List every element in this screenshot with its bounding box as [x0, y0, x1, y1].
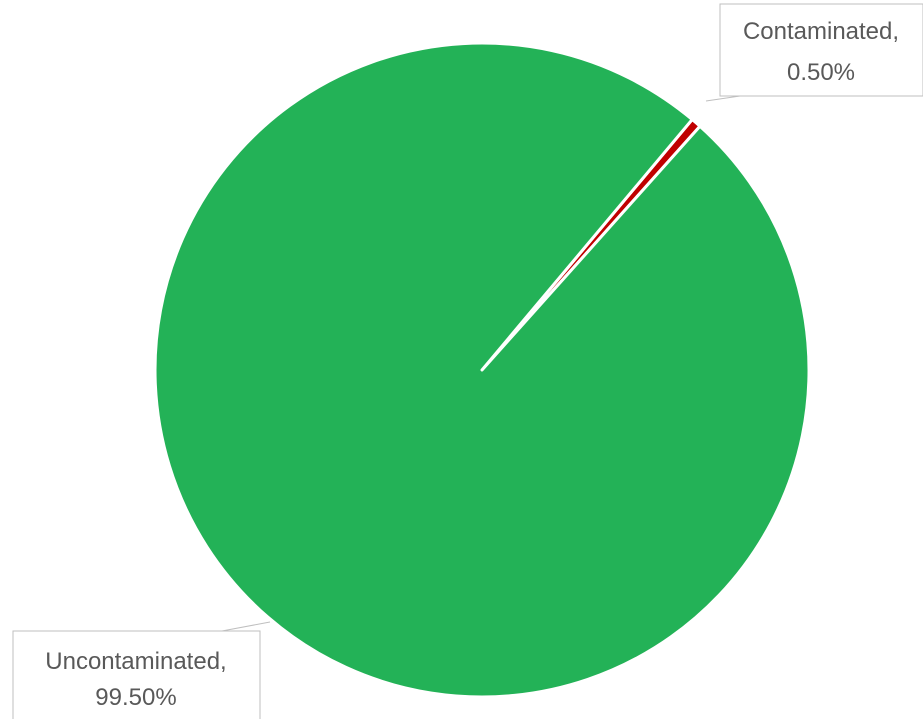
leader-line-contaminated	[705, 95, 820, 102]
data-label-contaminated-name: Contaminated,	[743, 18, 899, 45]
data-label-uncontaminated-value: 99.50%	[95, 684, 176, 711]
data-label-contaminated-value: 0.50%	[787, 59, 855, 86]
pie-slice-uncontaminated	[153, 41, 811, 699]
data-label-contaminated: Contaminated, 0.50%	[705, 3, 923, 102]
pie-slices	[153, 41, 811, 699]
data-label-box-uncontaminated	[12, 630, 261, 719]
leader-line-uncontaminated	[130, 621, 271, 632]
data-label-uncontaminated: Uncontaminated, 99.50%	[12, 621, 271, 719]
data-label-box-contaminated	[719, 3, 923, 97]
data-label-uncontaminated-name: Uncontaminated,	[45, 648, 226, 675]
